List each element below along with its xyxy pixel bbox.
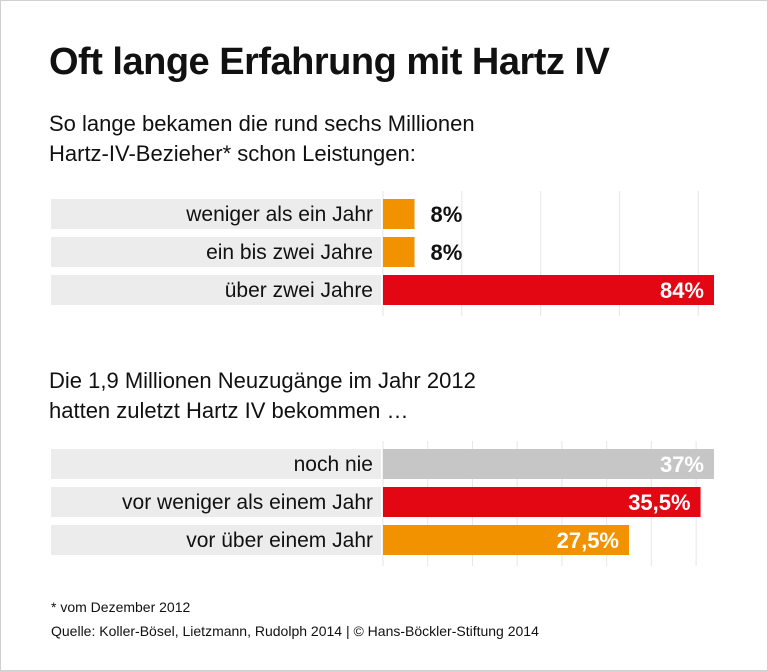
page-title: Oft lange Erfahrung mit Hartz IV bbox=[49, 41, 610, 83]
data-label: 35,5% bbox=[628, 490, 690, 515]
category-label: über zwei Jahre bbox=[225, 279, 373, 302]
category-label-background bbox=[51, 487, 381, 517]
source: Quelle: Koller-Bösel, Lietzmann, Rudolph… bbox=[51, 623, 539, 639]
category-label-background bbox=[51, 237, 381, 267]
chart2: noch nie 37% vor weniger als einem Jahr 35,… bbox=[51, 441, 714, 566]
data-label: 8% bbox=[431, 240, 463, 265]
data-label: 27,5% bbox=[557, 528, 619, 553]
bar bbox=[383, 525, 630, 555]
category-label: ein bis zwei Jahre bbox=[206, 241, 373, 264]
data-label: 8% bbox=[431, 202, 463, 227]
category-label-background bbox=[51, 199, 381, 229]
category-label-background bbox=[51, 525, 381, 555]
category-label: vor weniger als einem Jahr bbox=[122, 491, 373, 514]
bar bbox=[383, 237, 415, 267]
data-label: 84% bbox=[660, 278, 704, 303]
category-label-background bbox=[51, 275, 381, 305]
chart1: weniger als ein Jahr 8% ein bis zwei Jahre… bbox=[51, 191, 714, 316]
bar bbox=[383, 487, 701, 517]
bar bbox=[383, 199, 415, 229]
bar bbox=[383, 275, 714, 305]
data-label: 37% bbox=[660, 452, 704, 477]
category-label: weniger als ein Jahr bbox=[185, 203, 373, 226]
footnote: * vom Dezember 2012 bbox=[51, 599, 191, 615]
category-label: vor über einem Jahr bbox=[186, 529, 373, 552]
chart2-subtitle: Die 1,9 Millionen Neuzugänge im Jahr 201… bbox=[49, 368, 476, 423]
category-label-background bbox=[51, 449, 381, 479]
chart1-subtitle: So lange bekamen die rund sechs Millione… bbox=[49, 111, 475, 166]
category-label: noch nie bbox=[294, 453, 373, 476]
bar bbox=[383, 449, 714, 479]
